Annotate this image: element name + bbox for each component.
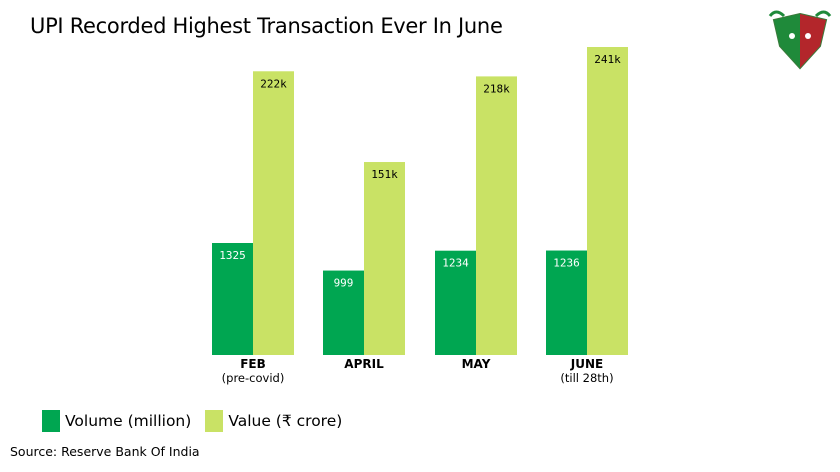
legend-label-value: Value (₹ crore) bbox=[228, 412, 343, 430]
value-label-june: 241k bbox=[594, 53, 621, 66]
legend-item-value: Value (₹ crore) bbox=[205, 410, 342, 432]
value-bar-may bbox=[476, 76, 517, 355]
volume-bar-may bbox=[435, 250, 476, 355]
value-bar-june bbox=[587, 47, 628, 355]
volume-label-april: 999 bbox=[334, 277, 354, 290]
category-label-april: APRIL bbox=[344, 357, 384, 371]
value-label-may: 218k bbox=[483, 82, 510, 95]
volume-label-may: 1234 bbox=[442, 257, 469, 270]
source-note: Source: Reserve Bank Of India bbox=[10, 444, 200, 459]
legend-swatch-value bbox=[205, 410, 224, 432]
category-sublabel-june: (till 28th) bbox=[560, 371, 613, 385]
value-label-feb: 222k bbox=[260, 77, 287, 90]
volume-bar-june bbox=[546, 250, 587, 355]
value-bar-feb bbox=[253, 71, 294, 355]
category-label-feb: FEB bbox=[240, 357, 266, 371]
category-label-may: MAY bbox=[462, 357, 491, 371]
volume-bar-feb bbox=[212, 243, 253, 355]
category-label-june: JUNE bbox=[570, 357, 603, 371]
volume-bar-april bbox=[323, 270, 364, 355]
legend-item-volume: Volume (million) bbox=[42, 410, 191, 432]
chart-title: UPI Recorded Highest Transaction Ever In… bbox=[30, 14, 503, 38]
legend-swatch-volume bbox=[42, 410, 60, 432]
bar-chart: 1325 222k FEB(pre-covid) 999 151k APRIL 1234 21… bbox=[212, 47, 628, 385]
legend-label-volume: Volume (million) bbox=[65, 412, 192, 430]
value-label-april: 151k bbox=[371, 168, 398, 181]
value-bar-april bbox=[364, 162, 405, 355]
bull-bear-logo-icon bbox=[768, 10, 832, 70]
legend: Volume (million) Value (₹ crore) bbox=[42, 410, 356, 432]
category-sublabel-feb: (pre-covid) bbox=[222, 371, 285, 385]
volume-label-june: 1236 bbox=[553, 257, 580, 270]
volume-label-feb: 1325 bbox=[219, 249, 246, 262]
